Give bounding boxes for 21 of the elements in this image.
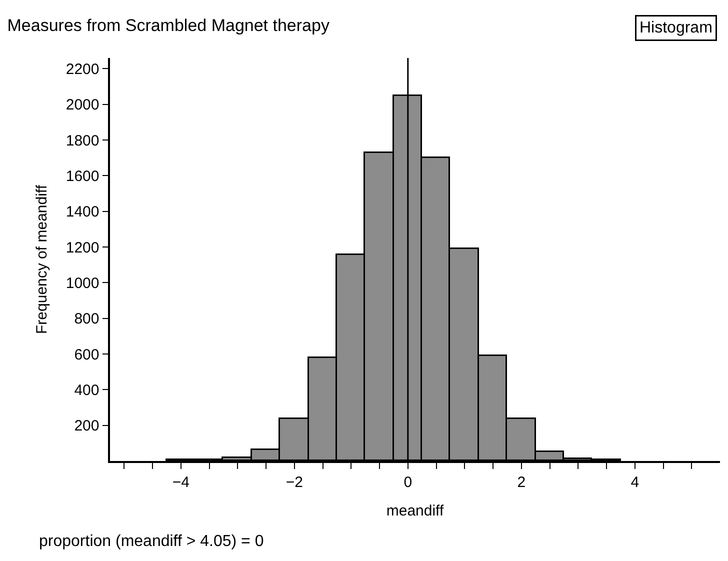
y-tick-label: 600 <box>74 346 100 364</box>
y-axis-title: Frequency of meandiff <box>34 184 51 334</box>
y-tick-label: 800 <box>74 310 100 328</box>
y-tick-label: 1000 <box>66 274 100 292</box>
x-tick-label: −2 <box>286 474 303 491</box>
x-tick-label: 4 <box>630 474 640 491</box>
y-tick-label: 2200 <box>66 60 100 78</box>
x-tick-label: 0 <box>404 474 412 491</box>
text: proportion (meandiff > 4.05) = 0 <box>39 533 264 550</box>
chart-title: Measures from Scrambled Magnet therapy <box>7 16 330 36</box>
x-tick-label: −4 <box>172 474 190 491</box>
y-tick-label: 1800 <box>66 132 100 150</box>
y-tick-label: 1600 <box>66 168 100 185</box>
x-axis-title: meandiff <box>386 502 444 520</box>
y-tick-label: 400 <box>74 382 100 399</box>
y-tick-label: 2000 <box>66 96 100 114</box>
x-tick-label: 2 <box>517 474 526 491</box>
text: Histogram <box>640 20 712 36</box>
y-tick-label: 200 <box>74 418 100 435</box>
y-tick-label: 1400 <box>66 204 100 221</box>
y-tick-label: 1200 <box>66 239 100 256</box>
